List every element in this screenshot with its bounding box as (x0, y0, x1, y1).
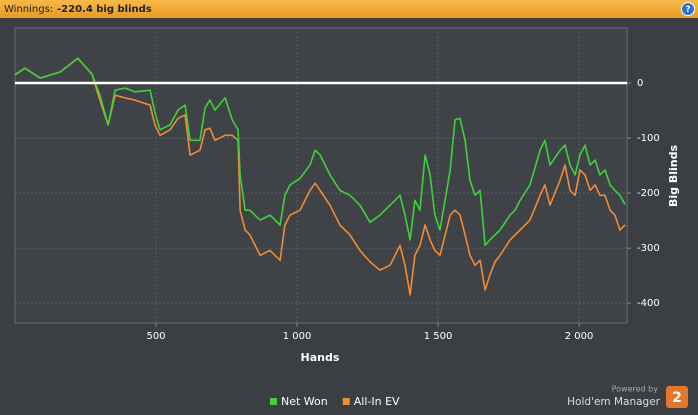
help-icon-text[interactable]: ? (685, 5, 690, 15)
y-tick-label: -100 (637, 133, 660, 144)
series-line (14, 57, 626, 296)
product-logo (666, 386, 688, 408)
legend-marker (342, 398, 350, 405)
product-name: Hold'em Manager (567, 396, 661, 408)
header-label: Winnings: (4, 4, 53, 15)
x-tick-label: 500 (146, 331, 165, 342)
y-axis-label: Big Blinds (667, 145, 680, 207)
legend-label: All-In EV (354, 395, 400, 408)
header-bar (0, 0, 698, 18)
plot-area (14, 27, 628, 324)
legend-marker (270, 398, 277, 405)
x-tick-label: 2 000 (565, 331, 594, 342)
y-tick-label: -400 (637, 298, 660, 309)
y-tick-label: 0 (637, 78, 643, 89)
header-value: -220.4 big blinds (57, 4, 152, 15)
x-tick-label: 1 500 (424, 331, 453, 342)
help-icon[interactable] (681, 2, 695, 16)
x-axis-label: Hands (301, 351, 340, 364)
y-tick-label: -200 (637, 188, 660, 199)
legend-label: Net Won (281, 395, 328, 408)
y-tick-label: -300 (637, 243, 660, 254)
x-tick-label: 1 000 (283, 331, 312, 342)
powered-by: Powered by (612, 385, 659, 394)
product-version: 2 (672, 390, 682, 406)
series-line (14, 57, 626, 247)
